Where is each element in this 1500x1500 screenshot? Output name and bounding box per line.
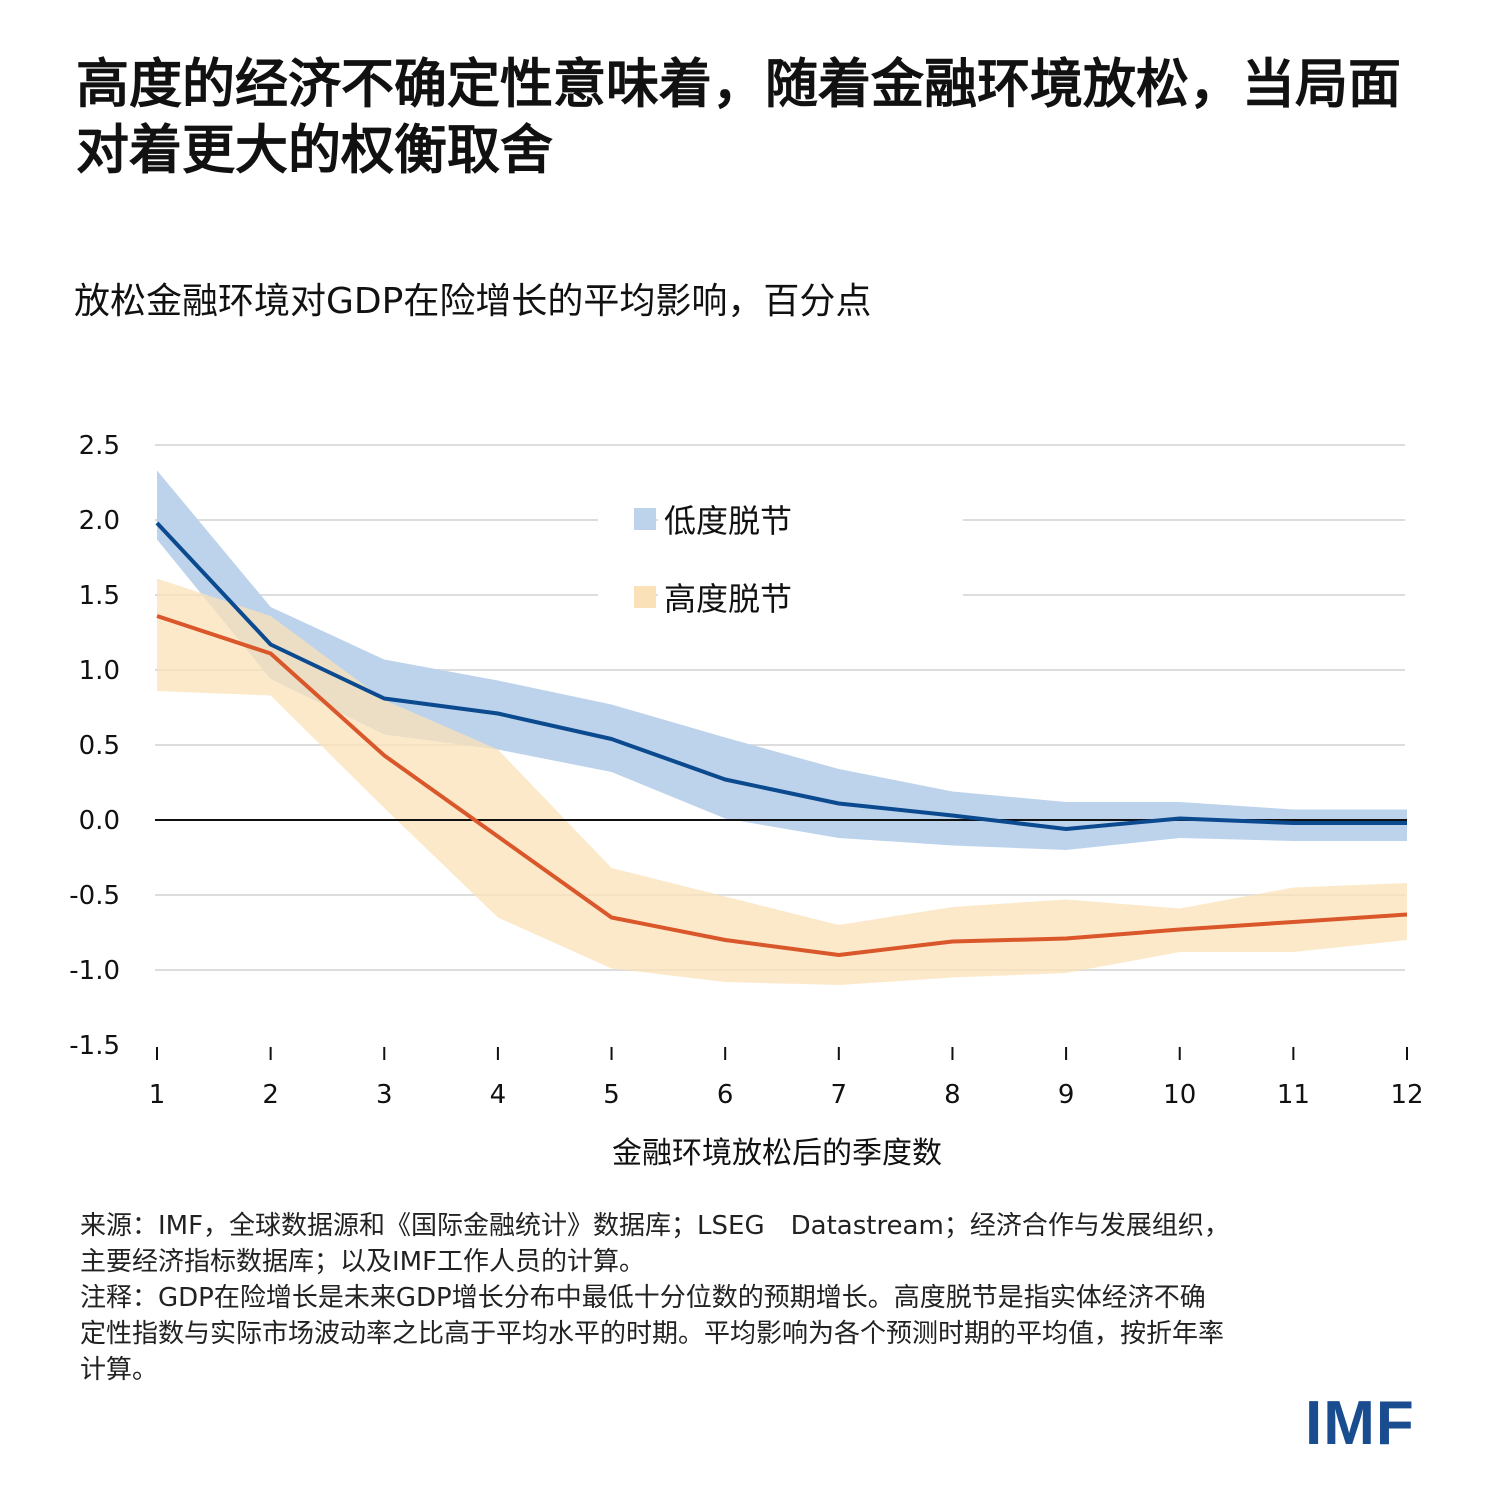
y-tick-label: 2.5 [79, 431, 120, 461]
confidence-band [157, 578, 1407, 985]
x-tick-label: 12 [1390, 1080, 1423, 1110]
legend-bg [658, 496, 963, 544]
x-tick-label: 1 [149, 1080, 166, 1110]
series-line [155, 521, 1407, 831]
x-tick-label: 4 [490, 1080, 507, 1110]
series-line [156, 614, 1408, 957]
x-tick-label: 5 [603, 1080, 620, 1110]
chart-title: 高度的经济不确定性意味着，随着金融环境放松，当局面对着更大的权衡取舍 [76, 54, 1401, 181]
legend-swatch [634, 508, 656, 530]
legend-label: 高度脱节 [664, 580, 792, 618]
chart-notes: 来源：IMF，全球数据源和《国际金融统计》数据库；LSEG Datastream… [80, 1208, 1230, 1388]
legend-label: 低度脱节 [664, 502, 792, 540]
chart-subtitle: 放松金融环境对GDP在险增长的平均影响，百分点 [74, 281, 872, 322]
y-tick-label: -1.5 [69, 1031, 120, 1061]
x-tick-label: 6 [717, 1080, 734, 1110]
y-tick-label: -0.5 [69, 881, 120, 911]
y-tick-label: 0.0 [79, 806, 120, 836]
y-tick-label: 2.0 [79, 506, 120, 536]
source-note: 来源：IMF，全球数据源和《国际金融统计》数据库；LSEG Datastream… [80, 1211, 1230, 1277]
y-tick-label: 0.5 [79, 731, 120, 761]
confidence-band [157, 470, 1407, 850]
x-axis-label: 金融环境放松后的季度数 [612, 1136, 942, 1171]
x-tick-label: 10 [1163, 1080, 1196, 1110]
legend-swatch [634, 586, 656, 608]
x-tick-label: 7 [831, 1080, 848, 1110]
y-tick-label: 1.5 [79, 581, 120, 611]
x-tick-label: 9 [1058, 1080, 1075, 1110]
x-tick-label: 8 [944, 1080, 961, 1110]
x-tick-label: 3 [376, 1080, 393, 1110]
x-tick-label: 2 [262, 1080, 279, 1110]
x-tick-label: 11 [1277, 1080, 1310, 1110]
y-tick-label: 1.0 [79, 656, 120, 686]
y-tick-label: -1.0 [69, 956, 120, 986]
legend-bg [658, 574, 963, 622]
footnote: 注释：GDP在险增长是未来GDP增长分布中最低十分位数的预期增长。高度脱节是指实… [80, 1283, 1225, 1385]
imf-logo: IMF [1305, 1389, 1415, 1458]
